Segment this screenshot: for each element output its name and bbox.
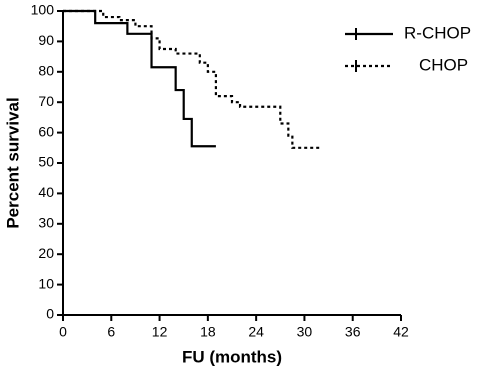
y-tick-label: 10 bbox=[38, 275, 54, 291]
y-tick-label: 20 bbox=[38, 245, 54, 261]
y-tick-label: 0 bbox=[46, 306, 54, 322]
x-tick-label: 12 bbox=[152, 324, 168, 340]
x-tick-label: 6 bbox=[107, 324, 115, 340]
legend-label: R-CHOP bbox=[404, 23, 471, 42]
survival-line bbox=[63, 9, 321, 149]
x-tick-label: 42 bbox=[393, 324, 409, 340]
x-tick-label: 18 bbox=[200, 324, 216, 340]
x-tick-label: 36 bbox=[345, 324, 361, 340]
y-tick-label: 40 bbox=[38, 184, 54, 200]
y-tick-label: 60 bbox=[38, 123, 54, 139]
x-axis-title: FU (months) bbox=[182, 347, 282, 366]
y-tick-label: 50 bbox=[38, 154, 54, 170]
survival-line bbox=[63, 9, 216, 148]
y-tick-label: 80 bbox=[38, 63, 54, 79]
x-tick-label: 0 bbox=[59, 324, 67, 340]
legend-label: CHOP bbox=[419, 55, 468, 74]
y-tick-label: 30 bbox=[38, 215, 54, 231]
y-tick-label: 70 bbox=[38, 93, 54, 109]
y-axis-title: Percent survival bbox=[3, 97, 22, 228]
y-tick-label: 100 bbox=[31, 2, 55, 18]
x-tick-label: 24 bbox=[248, 324, 264, 340]
x-tick-label: 30 bbox=[297, 324, 313, 340]
y-tick-label: 90 bbox=[38, 32, 54, 48]
